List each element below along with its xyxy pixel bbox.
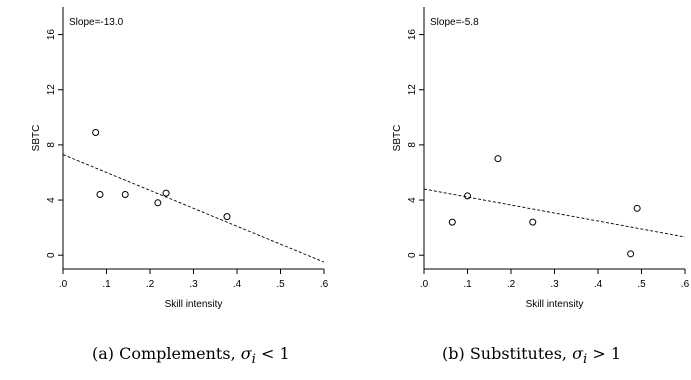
- y-tick-label: 12: [46, 84, 57, 96]
- caption-b-sigma: σ: [572, 344, 584, 363]
- y-tick-label: 12: [407, 84, 418, 96]
- data-point: [223, 213, 231, 221]
- caption-b-prefix: (b) Substitutes,: [442, 344, 573, 363]
- y-tick-label: 0: [46, 252, 57, 258]
- x-tick-label: .4: [233, 279, 242, 290]
- x-tick-label: .2: [146, 279, 155, 290]
- fit-line: [423, 188, 686, 238]
- caption-a-prefix: (a) Complements,: [92, 344, 241, 363]
- x-axis-title: Skill intensity: [526, 299, 584, 310]
- x-tick-label: .6: [320, 279, 329, 290]
- data-point: [154, 199, 162, 207]
- x-tick-label: .0: [420, 279, 429, 290]
- y-axis-title: SBTC: [31, 125, 42, 152]
- caption-a: (a) Complements, σi < 1: [92, 344, 290, 367]
- y-tick-label: 4: [407, 197, 418, 203]
- data-point: [633, 204, 641, 212]
- y-tick-label: 16: [407, 29, 418, 41]
- x-axis-title: Skill intensity: [165, 299, 223, 310]
- caption-a-sigma: σ: [240, 344, 252, 363]
- caption-a-relation: < 1: [255, 344, 290, 363]
- y-tick-label: 16: [46, 29, 57, 41]
- x-tick-label: .3: [189, 279, 198, 290]
- caption-b-subscript: i: [583, 352, 588, 368]
- x-tick-label: .5: [276, 279, 285, 290]
- slope-annotation: Slope=-13.0: [69, 17, 124, 28]
- fit-line: [62, 154, 325, 263]
- data-point: [464, 192, 471, 200]
- figure-canvas: 0 4 8 12 16 .0 .1 .2 .3 .4 .5 .6 SBTC Skill intensity…: [31, 7, 690, 310]
- caption-b: (b) Substitutes, σi > 1: [442, 344, 621, 367]
- y-tick-label: 8: [46, 142, 57, 148]
- caption-a-subscript: i: [251, 352, 256, 368]
- x-tick-label: .2: [507, 279, 516, 290]
- x-tick-label: .1: [463, 279, 472, 290]
- data-point: [92, 128, 100, 136]
- data-point: [494, 155, 502, 163]
- x-tick-label: .3: [550, 279, 559, 290]
- x-tick-label: .0: [59, 279, 68, 290]
- x-tick-label: .6: [681, 279, 690, 290]
- y-tick-label: 0: [407, 252, 418, 258]
- data-point: [96, 191, 104, 199]
- data-point: [627, 250, 635, 258]
- y-axis-title: SBTC: [392, 125, 403, 152]
- y-tick-label: 4: [46, 197, 57, 203]
- data-point: [162, 189, 170, 197]
- data-point: [529, 218, 537, 226]
- slope-annotation: Slope=-5.8: [430, 17, 479, 28]
- x-tick-label: .5: [637, 279, 646, 290]
- y-tick-label: 8: [407, 142, 418, 148]
- data-point: [121, 191, 129, 199]
- chart-panel-b: 0 4 8 12 16 .0 .1 .2 .3 .4 .5 .6 SBTC Skill intensity…: [392, 7, 690, 310]
- x-tick-label: .4: [594, 279, 603, 290]
- chart-panel-a: 0 4 8 12 16 .0 .1 .2 .3 .4 .5 .6 SBTC Skill intensity…: [31, 7, 329, 310]
- x-tick-label: .1: [102, 279, 111, 290]
- caption-b-relation: > 1: [587, 344, 622, 363]
- data-point: [448, 218, 456, 226]
